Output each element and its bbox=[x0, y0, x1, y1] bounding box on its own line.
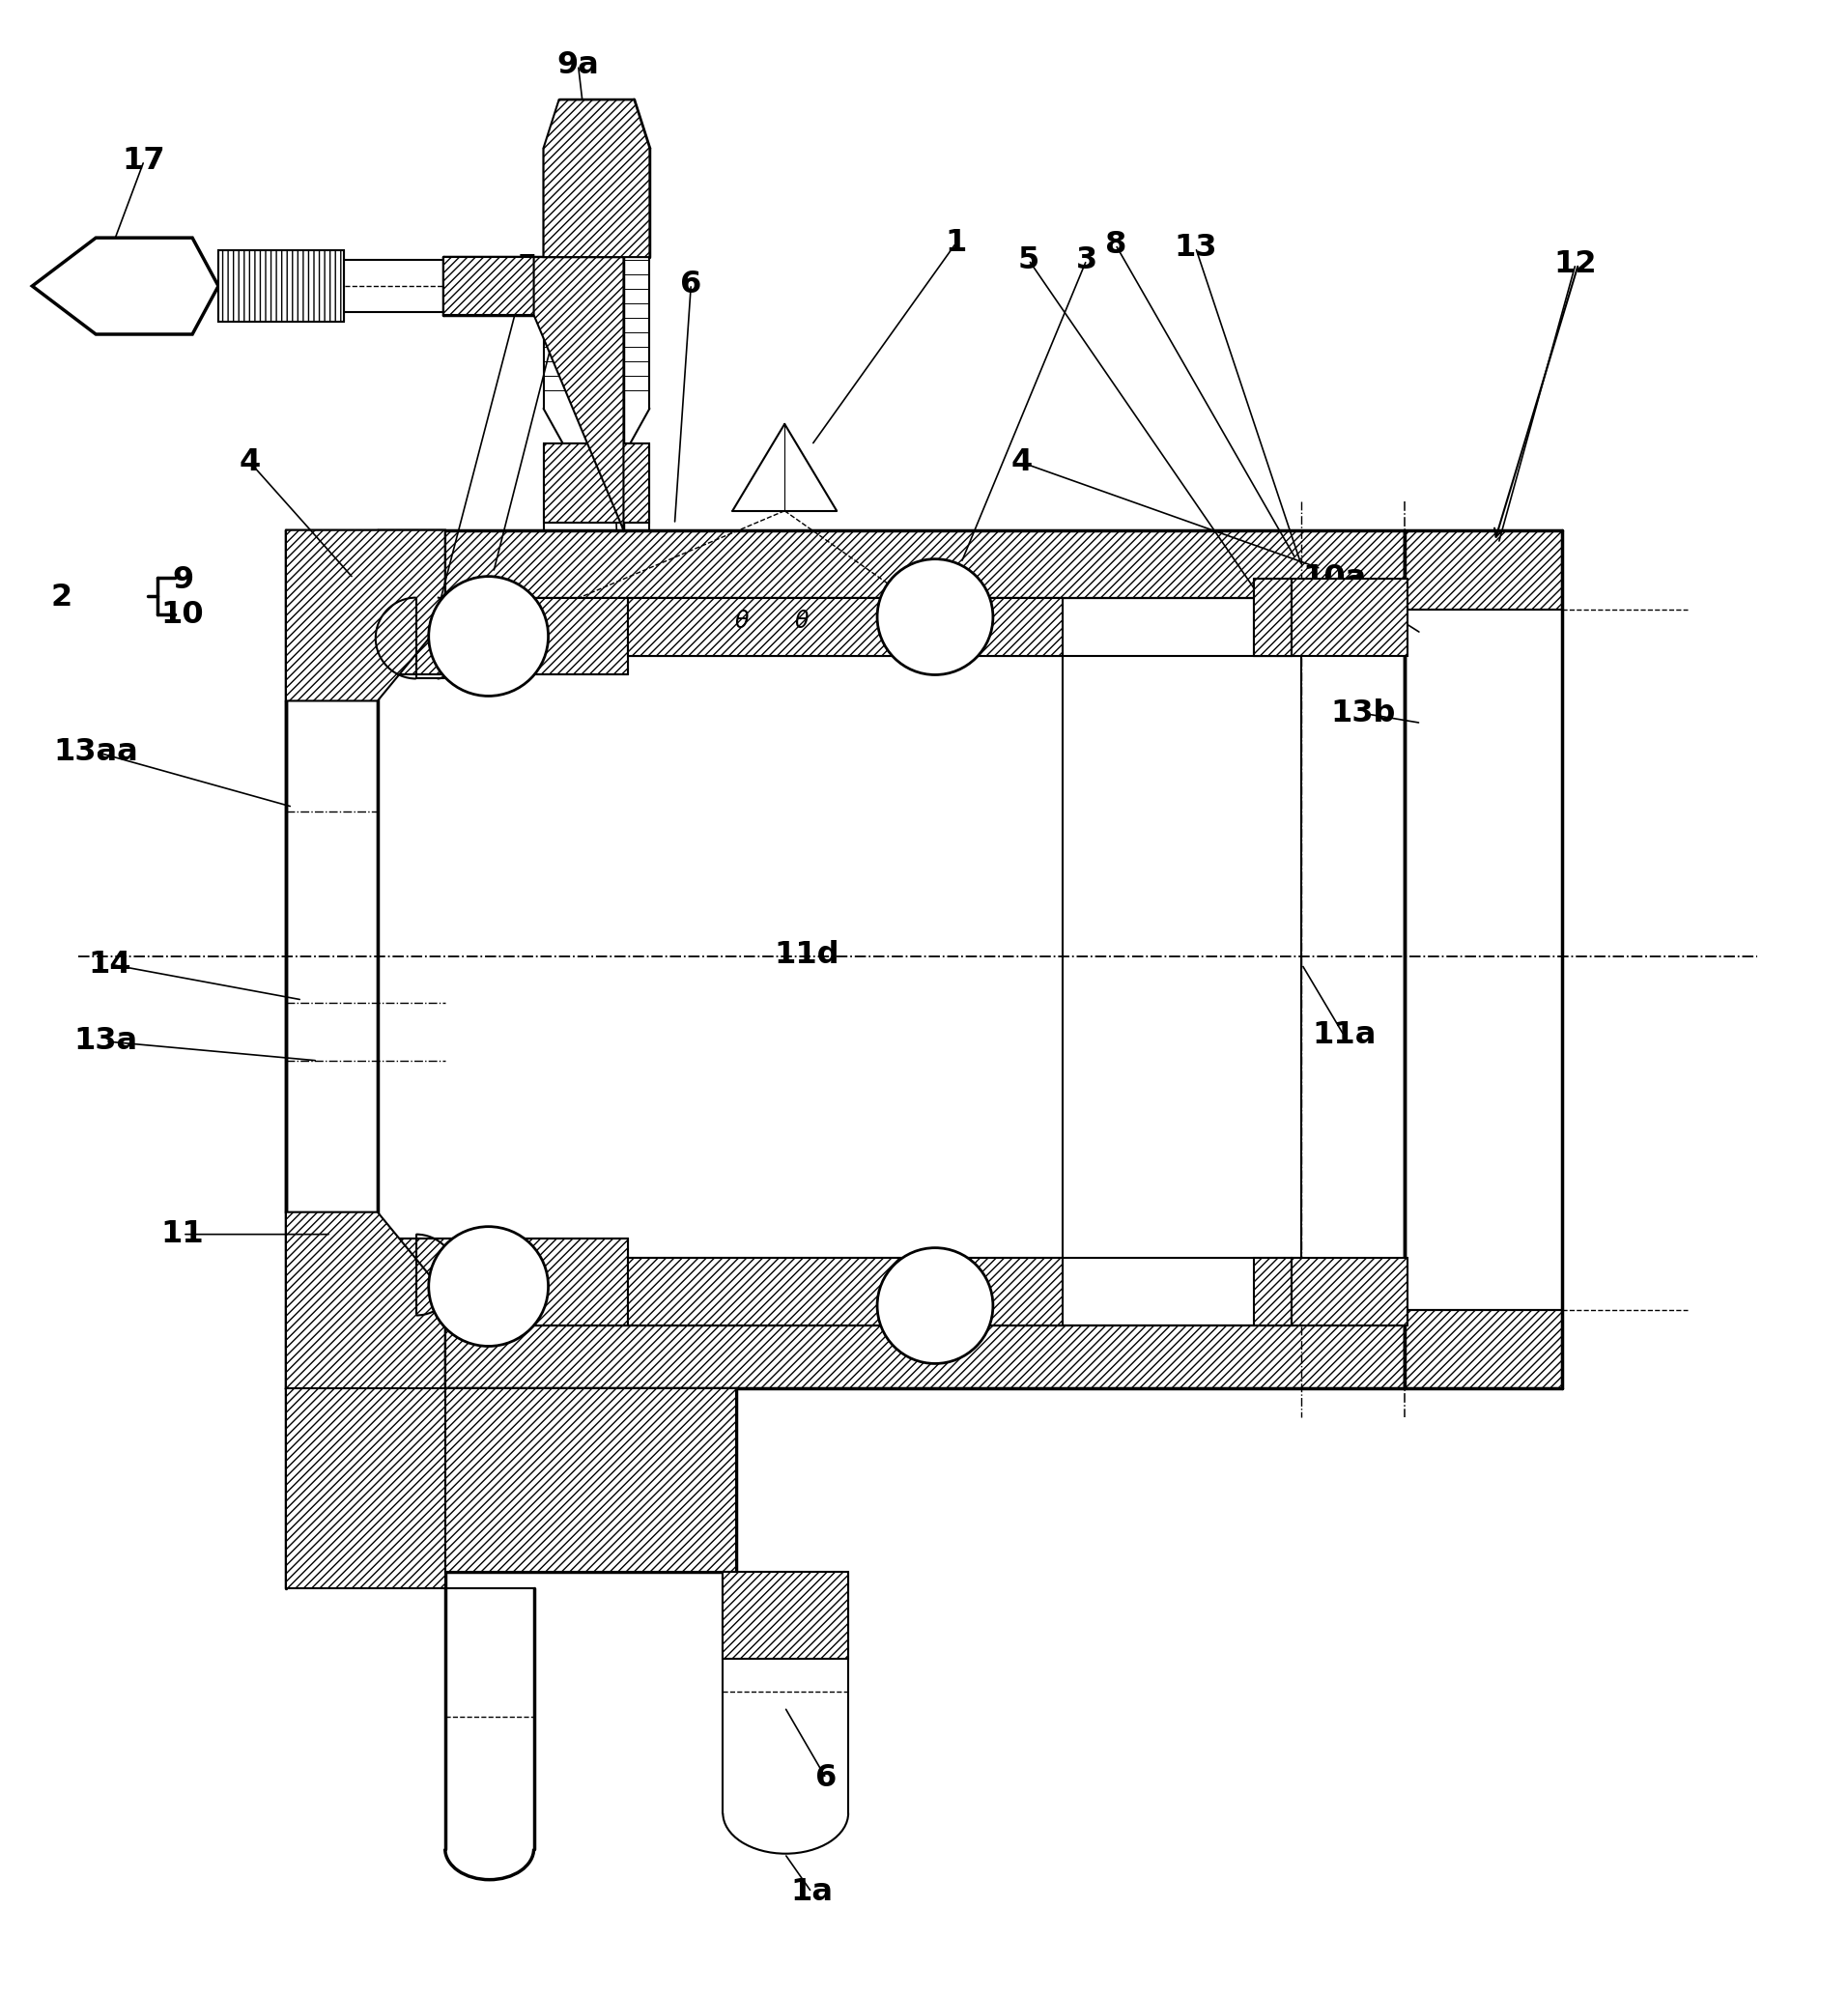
Text: 10a: 10a bbox=[1303, 564, 1366, 594]
Polygon shape bbox=[543, 100, 649, 257]
Text: 1a: 1a bbox=[791, 1876, 833, 1906]
Text: 11d: 11d bbox=[774, 939, 839, 969]
Polygon shape bbox=[628, 1258, 1063, 1324]
Text: 11a: 11a bbox=[1312, 1021, 1377, 1051]
Circle shape bbox=[878, 1248, 992, 1364]
Text: 4: 4 bbox=[240, 447, 261, 477]
Text: 14: 14 bbox=[89, 949, 131, 979]
Polygon shape bbox=[218, 251, 344, 321]
Polygon shape bbox=[1292, 1258, 1408, 1324]
Polygon shape bbox=[286, 1306, 445, 1388]
Text: 13: 13 bbox=[1173, 233, 1218, 263]
Text: 12: 12 bbox=[1554, 249, 1597, 279]
Text: 9a: 9a bbox=[556, 50, 599, 80]
Text: 6: 6 bbox=[680, 269, 702, 299]
Text: 13b: 13b bbox=[1331, 698, 1395, 728]
Text: 9: 9 bbox=[172, 564, 194, 596]
Text: 11: 11 bbox=[161, 1220, 205, 1250]
Polygon shape bbox=[1404, 530, 1562, 610]
Polygon shape bbox=[1253, 578, 1292, 656]
Text: 5: 5 bbox=[1018, 245, 1039, 275]
Text: 4: 4 bbox=[1011, 447, 1033, 477]
Polygon shape bbox=[1404, 1310, 1562, 1388]
Polygon shape bbox=[31, 237, 218, 335]
Polygon shape bbox=[286, 530, 445, 700]
Polygon shape bbox=[286, 1388, 445, 1589]
Polygon shape bbox=[377, 598, 628, 674]
Polygon shape bbox=[377, 1324, 1404, 1388]
Polygon shape bbox=[445, 1388, 736, 1571]
Polygon shape bbox=[286, 1212, 445, 1388]
Text: 2: 2 bbox=[50, 582, 72, 612]
Text: 3: 3 bbox=[560, 255, 580, 285]
Polygon shape bbox=[723, 1571, 848, 1659]
Text: 6: 6 bbox=[815, 1763, 837, 1793]
Text: $\theta$: $\theta$ bbox=[795, 610, 809, 632]
Text: 13a: 13a bbox=[74, 1027, 137, 1057]
Circle shape bbox=[429, 576, 549, 696]
Text: 10: 10 bbox=[161, 600, 205, 630]
Text: 3: 3 bbox=[1076, 245, 1098, 275]
Circle shape bbox=[878, 558, 992, 674]
Text: 17: 17 bbox=[122, 146, 166, 175]
Text: 7: 7 bbox=[595, 245, 615, 275]
Polygon shape bbox=[628, 598, 1063, 656]
Text: 5: 5 bbox=[516, 253, 538, 283]
Polygon shape bbox=[1253, 1258, 1292, 1324]
Text: 13aa: 13aa bbox=[54, 738, 139, 768]
Text: 8: 8 bbox=[1105, 229, 1125, 259]
Polygon shape bbox=[543, 443, 649, 522]
Circle shape bbox=[429, 1226, 549, 1346]
Polygon shape bbox=[286, 530, 445, 612]
Polygon shape bbox=[1292, 578, 1408, 656]
Text: $\theta$: $\theta$ bbox=[734, 610, 750, 632]
Text: 1: 1 bbox=[946, 227, 967, 257]
Polygon shape bbox=[377, 1238, 628, 1324]
Polygon shape bbox=[444, 257, 534, 315]
Polygon shape bbox=[534, 257, 623, 530]
Polygon shape bbox=[377, 530, 1404, 598]
